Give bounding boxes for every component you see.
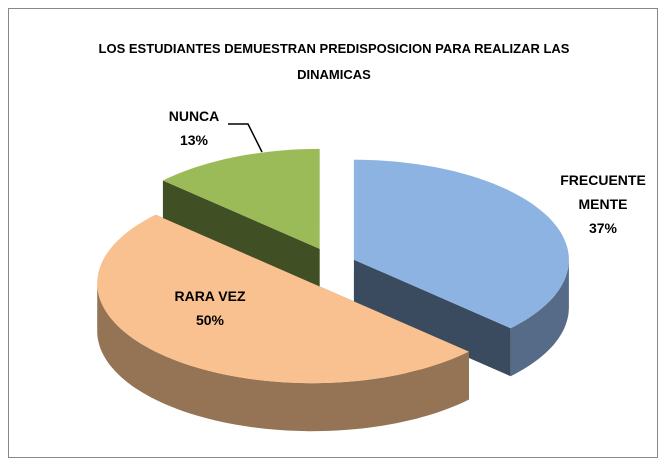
slice-label: FRECUENTE MENTE <box>560 172 646 212</box>
slice-wall <box>510 259 569 377</box>
slice-wall <box>97 283 469 432</box>
leader-line <box>228 123 263 153</box>
slice-top <box>162 148 320 249</box>
slice-value-label: 37% <box>588 220 618 236</box>
slice-top <box>353 159 569 329</box>
slice-side <box>162 180 320 297</box>
slice-label: NUNCA <box>168 108 220 124</box>
slice-value-label: 50% <box>195 312 225 328</box>
slice-value-label: 13% <box>179 132 209 148</box>
slice-top <box>97 214 469 384</box>
slice-label: RARA VEZ <box>174 288 246 304</box>
slice-side <box>353 259 511 377</box>
chart-title: LOS ESTUDIANTES DEMUESTRAN PREDISPOSICIO… <box>98 41 570 82</box>
chart-frame <box>8 8 658 458</box>
